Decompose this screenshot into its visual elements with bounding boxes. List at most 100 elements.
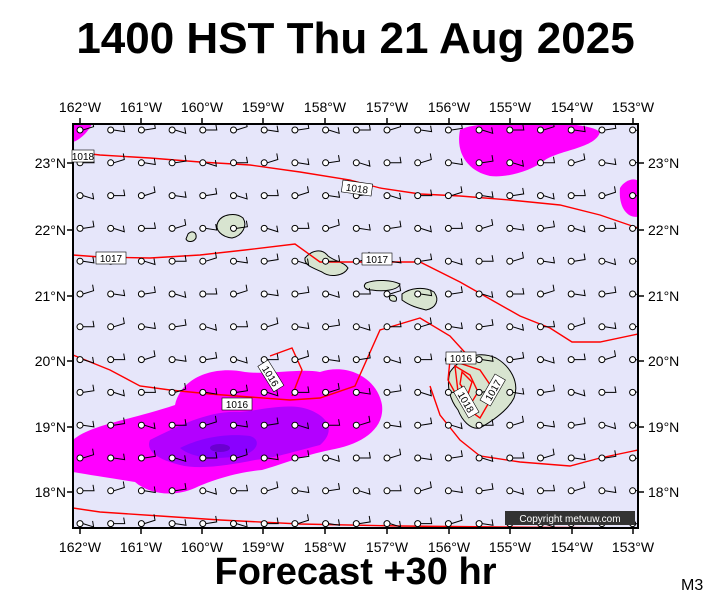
wind-station <box>383 290 391 298</box>
wind-barb <box>390 484 402 492</box>
wind-station <box>322 388 330 396</box>
wind-barb <box>604 486 617 494</box>
wind-station <box>76 323 84 331</box>
wind-barb <box>144 486 156 494</box>
lat-label: 22°N <box>648 222 679 238</box>
lat-label: 18°N <box>648 484 679 500</box>
wind-barb <box>543 124 555 131</box>
wind-barb <box>482 419 494 426</box>
wind-barb <box>175 483 187 492</box>
wind-station <box>260 454 268 462</box>
wind-barb <box>267 481 279 492</box>
wind-station <box>414 323 422 331</box>
wind-station <box>444 323 452 331</box>
wind-barb <box>604 222 617 229</box>
niihau-island <box>185 231 197 242</box>
wind-barb <box>236 284 248 295</box>
wind-barb <box>205 223 218 231</box>
lon-label: 159°W <box>242 539 285 555</box>
wind-barb <box>512 451 525 459</box>
wind-barb <box>359 488 371 495</box>
wind-barb <box>267 389 279 397</box>
wind-barb <box>543 256 556 264</box>
wind-barb <box>604 450 617 459</box>
wind-station <box>291 454 299 462</box>
lat-label: 20°N <box>648 353 679 369</box>
wind-barb <box>359 351 371 361</box>
wind-station <box>199 388 207 396</box>
wind-barb <box>144 158 156 166</box>
wind-station <box>444 159 452 167</box>
wind-station <box>168 257 176 265</box>
wind-barb <box>328 455 340 463</box>
lon-label: 153°W <box>612 99 655 115</box>
wind-station <box>291 323 299 331</box>
wind-station <box>168 421 176 429</box>
wind-barb <box>389 448 402 459</box>
wind-station <box>76 257 84 265</box>
wind-barb <box>236 420 249 428</box>
wind-barb <box>543 356 555 364</box>
wind-station <box>352 388 360 396</box>
wind-station <box>352 356 360 364</box>
wind-station <box>444 421 452 429</box>
wind-barb <box>574 225 586 233</box>
wind-station <box>322 126 330 134</box>
svg-text:1017: 1017 <box>100 254 123 265</box>
wind-barb <box>174 455 187 463</box>
wind-station <box>230 323 237 331</box>
lat-label: 19°N <box>35 419 66 435</box>
wind-station <box>137 520 145 528</box>
wind-barb <box>389 420 402 428</box>
svg-text:1016: 1016 <box>226 400 249 411</box>
wind-station <box>199 224 207 232</box>
wind-station <box>107 388 115 396</box>
wind-station <box>230 192 237 200</box>
isobar-label: 1018 <box>71 149 95 163</box>
wind-barb <box>604 422 617 430</box>
wind-barb <box>359 160 371 167</box>
wind-barb <box>574 189 586 197</box>
wind-station <box>322 356 330 364</box>
wind-barb <box>205 387 218 395</box>
wind-barb <box>328 191 341 198</box>
wind-station <box>76 487 84 495</box>
wind-barb <box>175 155 187 164</box>
wind-barb <box>420 481 432 492</box>
wind-station <box>291 224 299 232</box>
wind-station <box>537 454 544 462</box>
wind-station <box>414 520 422 528</box>
maui-island <box>401 287 438 311</box>
wind-barb <box>144 322 156 330</box>
wind-station <box>444 126 452 134</box>
lat-label: 23°N <box>35 155 66 171</box>
wind-barb <box>113 317 125 328</box>
wind-barb <box>144 286 156 295</box>
lat-label: 21°N <box>648 288 679 304</box>
wind-barb <box>297 422 310 430</box>
wind-barb <box>113 153 125 164</box>
wind-barb <box>543 156 556 164</box>
wind-station <box>506 454 514 462</box>
lanai-island <box>389 294 397 302</box>
wind-barb <box>574 125 586 133</box>
wind-barb <box>113 189 126 197</box>
wind-station <box>567 192 575 200</box>
wind-station <box>168 454 176 462</box>
wind-barb <box>574 417 586 426</box>
wind-barb <box>359 515 371 525</box>
wind-barb <box>297 322 310 330</box>
wind-barb <box>236 356 248 364</box>
wind-barb <box>420 125 433 133</box>
wind-station <box>506 126 514 134</box>
wind-station <box>475 388 483 396</box>
isobar-label: 1018 <box>340 179 374 197</box>
wind-station <box>537 290 544 298</box>
wind-barb <box>113 125 126 133</box>
wind-station <box>414 192 422 200</box>
wind-barb <box>482 255 494 262</box>
wind-barb <box>328 218 340 229</box>
wind-station <box>76 126 84 134</box>
wind-barb <box>420 317 432 328</box>
wind-station <box>260 159 268 167</box>
